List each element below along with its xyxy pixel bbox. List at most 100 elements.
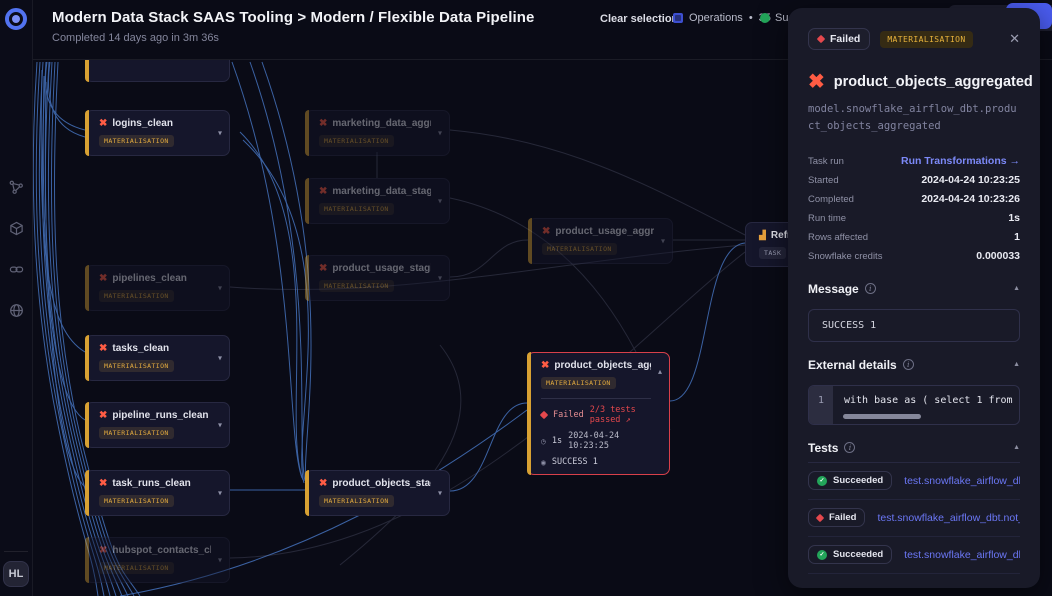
status-badge: Failed	[808, 28, 871, 50]
dag-node-marketing-data-aggregated[interactable]: ✖ marketing_data_aggregated MATERIALISAT…	[305, 110, 450, 156]
field-label: Started	[808, 174, 839, 186]
cube-icon[interactable]	[9, 221, 24, 236]
dag-node-logins-clean[interactable]: ✖ logins_clean MATERIALISATION ▾	[85, 110, 230, 156]
section-title: External details	[808, 357, 897, 372]
dbt-icon: ✖	[319, 117, 328, 129]
dag-node-task-runs-clean[interactable]: ✖ task_runs_clean MATERIALISATION ▾	[85, 470, 230, 516]
line-number: 1	[809, 385, 833, 424]
chevron-down-icon[interactable]: ▾	[217, 353, 222, 363]
clock-icon: ◷	[541, 436, 546, 446]
pipeline-graph-icon[interactable]	[9, 180, 24, 195]
chevron-down-icon[interactable]: ▾	[437, 273, 442, 283]
dag-node-marketing-data-staging[interactable]: ✖ marketing_data_staging MATERIALISATION…	[305, 178, 450, 224]
node-label: hubspot_contacts_clean	[112, 545, 211, 556]
node-detail-panel: Failed MATERIALISATION ✕ ✖ product_objec…	[788, 8, 1040, 588]
failed-diamond-icon	[815, 513, 825, 522]
failed-diamond-icon	[539, 410, 549, 420]
dag-node-product-usage-staging[interactable]: ✖ product_usage_staging MATERIALISATION …	[305, 255, 450, 301]
test-link[interactable]: test.snowflake_airflow_dbt.unique_pro	[904, 474, 1020, 487]
link-icon[interactable]	[9, 262, 24, 277]
collapse-icon[interactable]: ▲	[1013, 285, 1020, 293]
chevron-down-icon[interactable]: ▾	[437, 488, 442, 498]
node-type-badge: MATERIALISATION	[542, 243, 617, 255]
dag-node-product-objects-aggregated-selected[interactable]: ✖ product_objects_aggregated MATERIALISA…	[527, 352, 670, 475]
chevron-down-icon[interactable]: ▾	[217, 488, 222, 498]
test-status-label: Succeeded	[833, 475, 884, 487]
panel-title: product_objects_aggregated	[833, 74, 1033, 90]
chevron-down-icon[interactable]: ▾	[217, 283, 222, 293]
user-avatar[interactable]: HL	[3, 561, 29, 587]
orchestra-logo-icon[interactable]	[5, 8, 27, 30]
dag-node-pipelines-clean[interactable]: ✖ pipelines_clean MATERIALISATION ▾	[85, 265, 230, 311]
test-status-badge: Failed	[808, 508, 866, 528]
horizontal-scrollbar[interactable]	[843, 413, 921, 419]
node-accent-bar	[85, 44, 89, 82]
collapse-icon[interactable]: ▲	[1013, 361, 1020, 369]
status-dot-icon: ◉	[541, 457, 546, 467]
node-type-badge: TASK	[759, 247, 787, 259]
chart-icon: ▟	[759, 230, 766, 240]
node-accent-bar	[305, 255, 309, 301]
model-path: model.snowflake_airflow_dbt.product_obje…	[808, 103, 1017, 133]
tests-section: Tests i ▲ ✓ Succeeded test.snowflake_air…	[808, 441, 1020, 574]
sidebar: HL	[0, 0, 33, 596]
dag-node-hubspot-contacts-clean[interactable]: ✖ hubspot_contacts_clean MATERIALISATION…	[85, 537, 230, 583]
page-title: Modern Data Stack SAAS Tooling > Modern …	[52, 9, 535, 26]
message-content: SUCCESS 1	[808, 308, 1020, 342]
node-label: marketing_data_staging	[332, 186, 431, 197]
node-label: product_usage_aggregated	[555, 226, 654, 237]
node-accent-bar	[305, 470, 309, 516]
test-row: Failed test.snowflake_airflow_dbt.not_nu…	[808, 500, 1020, 537]
dag-node-product-objects-staging[interactable]: ✖ product_objects_staging MATERIALISATIO…	[305, 470, 450, 516]
node-status: Failed	[553, 410, 584, 420]
node-label: marketing_data_aggregated	[332, 118, 431, 129]
dag-node-pipeline-runs-clean[interactable]: ✖ pipeline_runs_clean MATERIALISATION ▾	[85, 402, 230, 448]
node-label: pipelines_clean	[112, 273, 187, 284]
chevron-down-icon[interactable]: ▾	[437, 196, 442, 206]
chevron-down-icon[interactable]: ▾	[217, 128, 222, 138]
detail-fields: Task run Run Transformations → Started 2…	[808, 152, 1020, 266]
collapse-icon[interactable]: ▲	[1013, 444, 1020, 452]
task-run-link[interactable]: Run Transformations →	[900, 155, 1020, 168]
chevron-up-icon[interactable]: ▴	[657, 367, 662, 376]
test-link[interactable]: test.snowflake_airflow_dbt.not_null_pr	[904, 548, 1020, 561]
test-status-label: Succeeded	[833, 549, 884, 561]
clear-selection-button[interactable]: Clear selection	[600, 13, 679, 25]
globe-icon[interactable]	[9, 303, 24, 318]
node-label: product_objects_staging	[332, 478, 431, 489]
node-type-badge: MATERIALISATION	[99, 360, 174, 372]
field-value: 1s	[1008, 212, 1020, 225]
dbt-icon: ✖	[99, 544, 108, 556]
test-row: ✓ Succeeded test.snowflake_airflow_dbt.n…	[808, 537, 1020, 574]
node-accent-bar	[85, 110, 89, 156]
chevron-down-icon[interactable]: ▾	[217, 555, 222, 565]
node-accent-bar	[85, 402, 89, 448]
node-accent-bar	[528, 218, 532, 264]
operations-counter: Operations • 35	[673, 12, 771, 24]
field-label: Rows affected	[808, 231, 869, 243]
chevron-down-icon[interactable]: ▾	[437, 128, 442, 138]
field-label: Task run	[808, 155, 844, 167]
tests-summary-link[interactable]: 2/3 tests passed ↗	[589, 405, 636, 425]
succeeded-counter: Su	[760, 12, 788, 24]
field-label: Run time	[808, 212, 847, 224]
node-type-badge: MATERIALISATION	[99, 562, 174, 574]
chevron-down-icon[interactable]: ▾	[660, 236, 665, 246]
dag-node-tasks-clean[interactable]: ✖ tasks_clean MATERIALISATION ▾	[85, 335, 230, 381]
operations-icon	[673, 13, 683, 23]
node-label: product_usage_staging	[332, 263, 431, 274]
node-label: logins_clean	[112, 118, 173, 129]
operations-label: Operations	[689, 12, 743, 24]
dbt-icon: ✖	[542, 225, 551, 237]
node-type-badge: MATERIALISATION	[319, 280, 394, 292]
close-icon[interactable]: ✕	[1009, 31, 1020, 46]
dag-node-product-usage-aggregated[interactable]: ✖ product_usage_aggregated MATERIALISATI…	[528, 218, 673, 264]
section-title: Tests	[808, 440, 839, 455]
dbt-icon: ✖	[99, 117, 108, 129]
chevron-down-icon[interactable]: ▾	[217, 420, 222, 430]
node-label: product_objects_aggregated	[554, 360, 651, 371]
test-link[interactable]: test.snowflake_airflow_dbt.not_null_pr	[877, 511, 1020, 524]
dbt-icon: ✖	[99, 477, 108, 489]
